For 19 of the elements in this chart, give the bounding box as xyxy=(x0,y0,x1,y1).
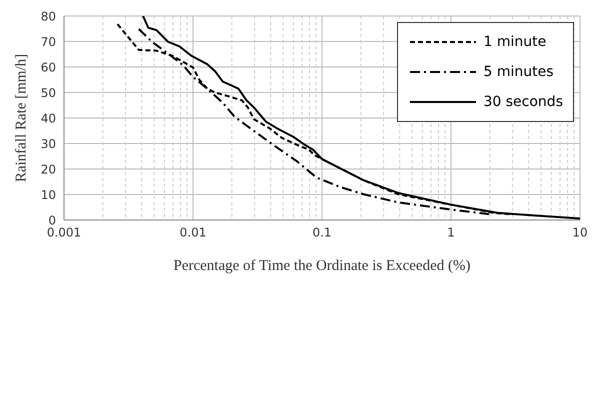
x-tick-label: 10 xyxy=(572,226,588,240)
y-tick-label: 40 xyxy=(40,111,56,126)
y-tick-label: 30 xyxy=(40,136,56,151)
legend-label: 5 minutes xyxy=(484,64,554,80)
y-tick-label: 60 xyxy=(40,60,56,74)
y-tick-label: 50 xyxy=(40,86,56,100)
y-tick-label: 20 xyxy=(40,162,56,176)
legend-label: 30 seconds xyxy=(484,94,563,110)
x-tick-label: 0.001 xyxy=(46,226,82,240)
x-tick-label: 0.1 xyxy=(312,226,332,240)
y-tick-label: 0 xyxy=(48,213,56,228)
y-axis-title: Rainfall Rate [mm/h] xyxy=(13,54,30,182)
x-tick-label: 1 xyxy=(447,226,455,240)
x-axis-title: Percentage of Time the Ordinate is Exceeded (%) xyxy=(174,258,470,274)
y-tick-label: 70 xyxy=(40,34,56,49)
legend-label: 1 minute xyxy=(484,34,546,50)
x-tick-label: 0.01 xyxy=(180,226,206,240)
y-tick-label: 80 xyxy=(40,9,56,24)
y-tick-label: 10 xyxy=(40,188,56,202)
